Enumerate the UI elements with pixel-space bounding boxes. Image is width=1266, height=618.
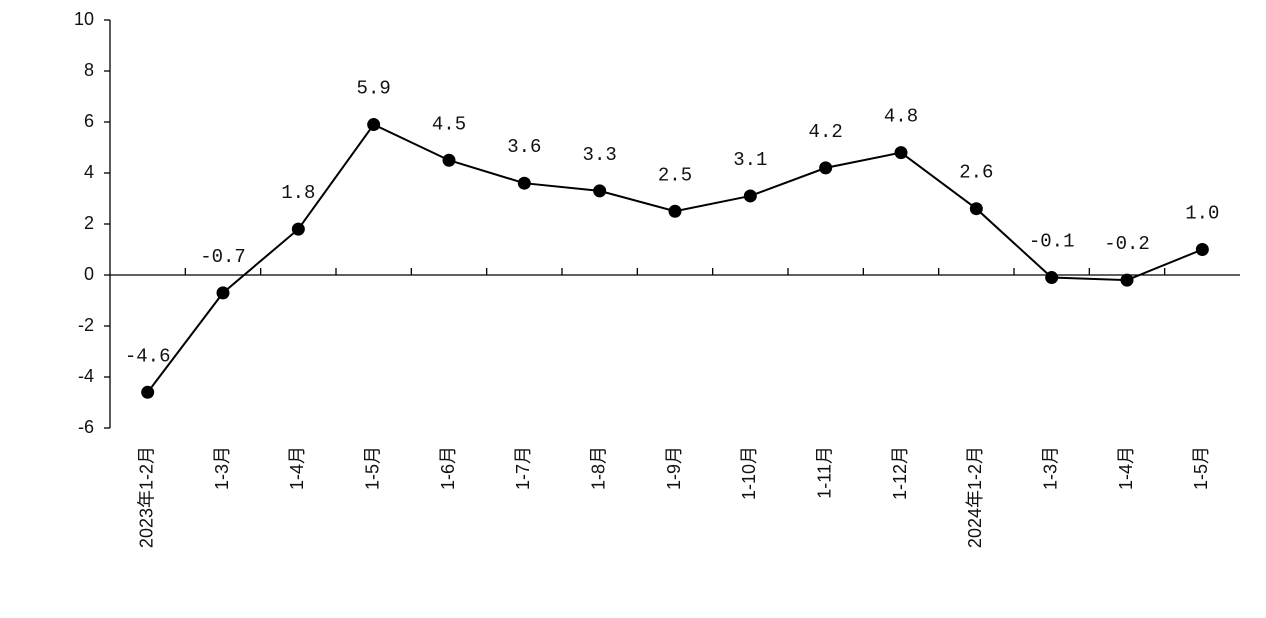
point — [593, 184, 607, 198]
x-tick-label: 1-6月 — [438, 446, 458, 490]
point — [1195, 243, 1209, 256]
y-tick-label: -2 — [78, 315, 94, 335]
x-tick-label: 1-5月 — [362, 446, 382, 490]
point — [969, 202, 983, 216]
y-tick-label: 6 — [84, 111, 94, 131]
point — [517, 176, 531, 190]
data-label: 4.5 — [432, 113, 466, 135]
data-label: 4.8 — [884, 106, 918, 128]
point — [141, 385, 155, 399]
data-label: 4.2 — [809, 121, 843, 143]
data-label: 5.9 — [357, 78, 391, 100]
x-tick-label: 1-9月 — [664, 446, 684, 490]
data-label: 3.1 — [733, 149, 767, 171]
y-tick-label: 2 — [84, 213, 94, 233]
x-tick-label: 1-11月 — [814, 446, 834, 499]
x-tick-label: 1-5月 — [1191, 446, 1211, 490]
data-label: -0.7 — [200, 246, 246, 268]
x-tick-label: 1-3月 — [1040, 446, 1060, 490]
x-tick-label: 1-4月 — [1116, 446, 1136, 490]
point — [1120, 273, 1134, 287]
data-label: 2.5 — [658, 164, 692, 186]
point — [216, 286, 230, 300]
x-tick-label: 1-3月 — [212, 446, 232, 490]
point — [291, 222, 305, 236]
x-tick-label: 1-4月 — [287, 446, 307, 490]
y-tick-label: -4 — [78, 366, 94, 386]
data-label: 2.6 — [959, 162, 993, 184]
x-tick-label: 2023年1-2月 — [136, 446, 156, 548]
point — [668, 204, 682, 218]
point — [743, 189, 757, 203]
data-label: 3.6 — [507, 136, 541, 158]
point — [894, 146, 908, 160]
x-tick-label: 2024年1-2月 — [965, 446, 985, 548]
data-label: -4.6 — [125, 345, 171, 367]
point — [1045, 271, 1059, 285]
data-label: 3.3 — [583, 144, 617, 166]
point — [367, 118, 381, 132]
data-label: -0.2 — [1104, 233, 1150, 255]
y-tick-label: -6 — [78, 417, 94, 437]
x-tick-label: 1-10月 — [739, 446, 759, 500]
y-tick-label: 4 — [84, 162, 94, 182]
x-tick-label: 1-8月 — [588, 446, 608, 490]
point — [819, 161, 833, 175]
data-label: 1.8 — [281, 182, 315, 204]
point — [442, 153, 456, 167]
x-tick-label: 1-7月 — [513, 446, 533, 490]
y-tick-label: 10 — [74, 9, 94, 29]
data-label: -0.1 — [1029, 231, 1075, 253]
x-tick-label: 1-12月 — [890, 446, 910, 500]
y-tick-label: 8 — [84, 60, 94, 80]
data-label: 1.0 — [1185, 203, 1219, 225]
y-tick-label: 0 — [84, 264, 94, 284]
